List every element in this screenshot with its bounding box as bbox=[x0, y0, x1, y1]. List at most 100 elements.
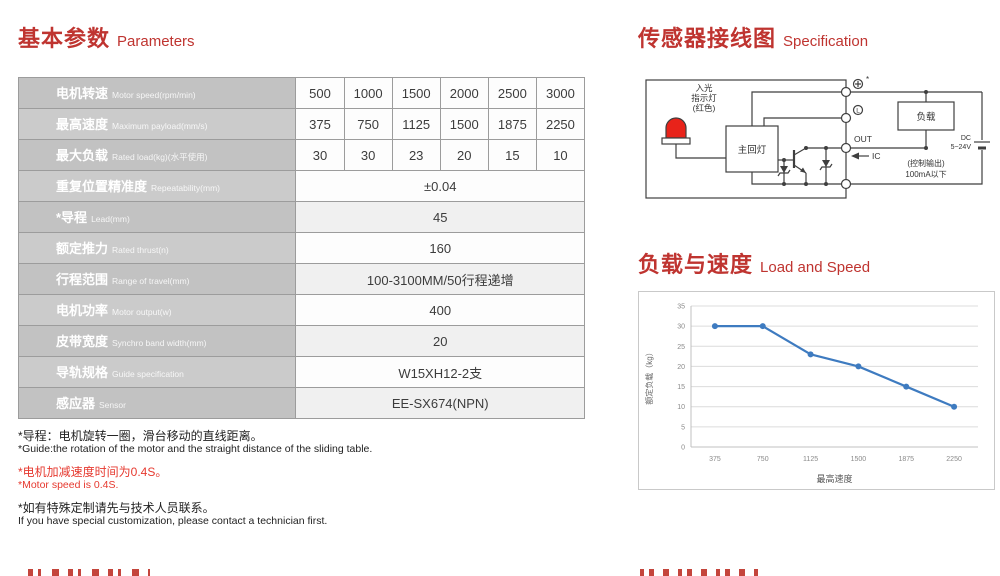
row-label: 行程范围 Range of travel(mm) bbox=[17, 263, 297, 295]
plus-note-asterisk: * bbox=[866, 76, 869, 84]
section-title-load-speed: 负载与速度 Load and Speed bbox=[638, 252, 870, 281]
footnote-en: If you have special customization, pleas… bbox=[18, 515, 328, 527]
zener-diode-icon bbox=[819, 148, 833, 184]
cutoff-heading-left bbox=[28, 569, 150, 576]
led-label-line3: (红色) bbox=[693, 103, 716, 113]
wiring-title-cn: 传感器接线图 bbox=[638, 26, 777, 51]
row-label-cn: 导轨规格 bbox=[56, 365, 109, 380]
row-value: W15XH12-2支 bbox=[295, 356, 585, 388]
row-label: 导轨规格 Guide specification bbox=[17, 356, 297, 388]
plus-symbol-icon bbox=[852, 78, 864, 90]
led-label-line2: 指示灯 bbox=[691, 93, 717, 103]
l-symbol-icon bbox=[852, 104, 864, 116]
wire-plus-rail bbox=[751, 91, 846, 126]
row-label-en: Guide specification bbox=[112, 369, 184, 379]
row-value: 20 bbox=[439, 139, 489, 171]
row-label: 重复位置精准度 Repeatability(mm) bbox=[17, 170, 297, 202]
footnote-cn: *导程：电机旋转一圈，滑台移动的直线距离。 bbox=[18, 429, 263, 443]
dc-label-line1: DC bbox=[961, 135, 971, 142]
row-label-en: Sensor bbox=[99, 400, 126, 410]
row-label: 电机功率 Motor output(w) bbox=[17, 294, 297, 326]
row-label: 最高速度 Maximum payload(mm/s) bbox=[17, 108, 297, 140]
footnote-cn: *电机加减速度时间为0.4S。 bbox=[18, 465, 168, 479]
row-label-en: Motor speed(rpm/min) bbox=[112, 90, 196, 100]
footnote-en: *Motor speed is 0.4S. bbox=[18, 479, 119, 491]
terminal-circles bbox=[840, 86, 852, 190]
main-circuit-label: 主回灯 bbox=[738, 144, 767, 156]
table-row: 最高速度 Maximum payload(mm/s) 375 750 1125 1… bbox=[17, 108, 586, 140]
row-value: 160 bbox=[295, 232, 585, 264]
data-point bbox=[711, 323, 718, 330]
terminal-0v bbox=[840, 178, 852, 190]
row-label: 额定推力 Rated thrust(n) bbox=[17, 232, 297, 264]
data-point bbox=[759, 323, 766, 330]
x-tick-label: 1875 bbox=[898, 456, 914, 463]
led-label-line1: 入光 bbox=[695, 83, 713, 93]
row-value: 500 bbox=[295, 77, 345, 109]
junction-dots bbox=[782, 90, 928, 186]
row-label-cn: *导程 bbox=[56, 210, 88, 225]
row-value: 30 bbox=[343, 139, 393, 171]
row-value: ±0.04 bbox=[295, 170, 585, 202]
control-output-line2: 100mA以下 bbox=[905, 170, 946, 179]
ic-arrow-icon bbox=[851, 152, 869, 160]
footnotes: *导程：电机旋转一圈，滑台移动的直线距离。 *Guide:the rotatio… bbox=[18, 429, 578, 537]
x-tick-label: 1125 bbox=[803, 456, 818, 463]
y-axis-title: 额定负载（kg） bbox=[644, 348, 654, 404]
y-tick-label: 35 bbox=[677, 304, 685, 311]
x-tick-label: 2250 bbox=[946, 456, 962, 463]
footnote-en: *Guide:the rotation of the motor and the… bbox=[18, 443, 373, 455]
row-value: 750 bbox=[343, 108, 393, 140]
y-tick-label: 0 bbox=[681, 445, 685, 452]
wire-battery-bottom bbox=[850, 150, 983, 185]
row-label-cn: 额定推力 bbox=[56, 241, 109, 256]
table-row: 行程范围 Range of travel(mm) 100-3100MM/50行程递… bbox=[17, 263, 585, 295]
row-value: 1500 bbox=[439, 108, 489, 140]
terminal-plus bbox=[840, 86, 852, 98]
data-point bbox=[903, 383, 910, 390]
row-label: 电机转速 Motor speed(rpm/min) bbox=[17, 77, 297, 109]
dc-label-line2: 5~24V bbox=[951, 144, 972, 151]
table-row: *导程 Lead(mm) 45 bbox=[17, 201, 585, 233]
x-tick-label: 1500 bbox=[851, 456, 867, 463]
parameters-title-cn: 基本参数 bbox=[18, 26, 111, 51]
terminal-l bbox=[840, 112, 852, 124]
row-label-cn: 最大负载 bbox=[56, 148, 109, 163]
row-label-cn: 最高速度 bbox=[56, 117, 109, 132]
row-label-en: Maximum payload(mm/s) bbox=[112, 121, 208, 131]
table-row: 导轨规格 Guide specification W15XH12-2支 bbox=[17, 356, 585, 388]
ic-label: IC bbox=[872, 151, 881, 161]
cutoff-heading-right bbox=[640, 569, 758, 576]
data-point bbox=[807, 351, 814, 358]
row-value: 45 bbox=[295, 201, 585, 233]
row-label-en: Synchro band width(mm) bbox=[112, 338, 207, 348]
y-tick-label: 5 bbox=[681, 424, 685, 431]
row-value: 100-3100MM/50行程递增 bbox=[295, 263, 585, 295]
row-value: 1875 bbox=[487, 108, 537, 140]
table-row: 感应器 Sensor EE-SX674(NPN) bbox=[17, 387, 585, 419]
row-value: EE-SX674(NPN) bbox=[295, 387, 585, 419]
wire-l-rail bbox=[763, 117, 846, 126]
row-value: 400 bbox=[295, 294, 585, 326]
row-label-en: Rated load(kg)(水平使用) bbox=[112, 152, 208, 162]
row-value: 375 bbox=[295, 108, 345, 140]
row-label-cn: 电机功率 bbox=[56, 303, 109, 318]
row-value: 20 bbox=[295, 325, 585, 357]
sensor-outline bbox=[645, 79, 847, 199]
x-tick-label: 375 bbox=[709, 456, 721, 463]
row-value: 1000 bbox=[343, 77, 393, 109]
x-tick-label: 750 bbox=[757, 456, 769, 463]
row-value: 30 bbox=[295, 139, 345, 171]
data-point bbox=[951, 403, 958, 410]
data-point bbox=[855, 363, 862, 370]
row-value: 1125 bbox=[391, 108, 441, 140]
control-output-line1: (控制输出) bbox=[907, 158, 945, 168]
row-label-cn: 电机转速 bbox=[56, 86, 109, 101]
footnote-motor-speed: *电机加减速度时间为0.4S。 *Motor speed is 0.4S. bbox=[18, 465, 578, 492]
row-label-cn: 皮带宽度 bbox=[56, 334, 109, 349]
zener-diode-icon bbox=[777, 160, 791, 184]
row-label-cn: 行程范围 bbox=[56, 272, 109, 287]
table-row: 额定推力 Rated thrust(n) 160 bbox=[17, 232, 585, 264]
y-tick-label: 20 bbox=[677, 364, 685, 371]
data-line bbox=[714, 325, 955, 408]
